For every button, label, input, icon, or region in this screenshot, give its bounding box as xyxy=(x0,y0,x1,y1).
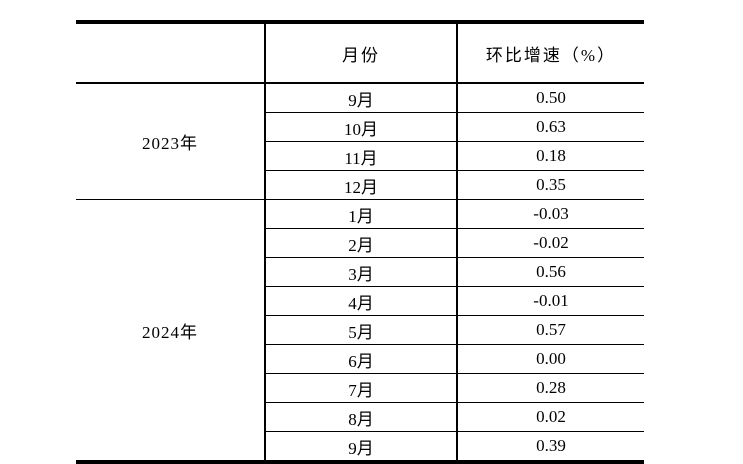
header-year-cell xyxy=(76,22,265,84)
month-cell: 10月 xyxy=(264,112,457,142)
value-cell: 0.57 xyxy=(456,315,644,345)
table-row: 2024年 1月 -0.03 xyxy=(76,199,644,463)
month-cell: 2月 xyxy=(264,228,457,258)
value-cell: 0.50 xyxy=(456,83,644,113)
month-cell: 3月 xyxy=(264,257,457,287)
value-cell: 0.63 xyxy=(456,112,644,142)
value-cell: -0.03 xyxy=(456,199,644,229)
month-cell: 8月 xyxy=(264,402,457,432)
value-cell: 0.18 xyxy=(456,141,644,171)
month-cell: 9月 xyxy=(264,83,457,113)
monthly-growth-table: 月份 环比增速（%） 2023年 9月 0.50 10月 0.63 11月 0.… xyxy=(76,20,644,464)
month-cell: 9月 xyxy=(264,431,457,463)
month-cell: 6月 xyxy=(264,344,457,374)
table-header: 月份 环比增速（%） xyxy=(76,22,644,84)
month-cell: 5月 xyxy=(264,315,457,345)
table-row: 2月 -0.02 xyxy=(76,228,644,258)
header-month-cell: 月份 xyxy=(264,22,457,84)
month-cell: 12月 xyxy=(264,170,457,200)
header-growth-cell: 环比增速（%） xyxy=(456,22,644,84)
table-row: 9月 0.39 xyxy=(76,431,644,463)
value-cell: 0.39 xyxy=(456,431,644,463)
table-row: 8月 0.02 xyxy=(76,402,644,432)
month-cell: 11月 xyxy=(264,141,457,171)
header-row: 月份 环比增速（%） xyxy=(76,22,644,84)
value-cell: 0.35 xyxy=(456,170,644,200)
value-cell: -0.01 xyxy=(456,286,644,316)
month-cell: 4月 xyxy=(264,286,457,316)
table-row: 6月 0.00 xyxy=(76,344,644,374)
month-cell: 1月 xyxy=(264,199,457,229)
value-cell: 0.00 xyxy=(456,344,644,374)
value-cell: -0.02 xyxy=(456,228,644,258)
table-row: 12月 0.35 xyxy=(76,170,644,200)
table-row: 4月 -0.01 xyxy=(76,286,644,316)
value-cell: 0.28 xyxy=(456,373,644,403)
table-row: 7月 0.28 xyxy=(76,373,644,403)
table-body: 2023年 9月 0.50 10月 0.63 11月 0.18 12月 0.35 xyxy=(76,83,644,463)
table-row: 10月 0.63 xyxy=(76,112,644,142)
table-row: 2023年 9月 0.50 xyxy=(76,83,644,200)
year-label-2024: 2024年 xyxy=(76,199,265,463)
month-cell: 7月 xyxy=(264,373,457,403)
year-label-2023: 2023年 xyxy=(76,83,265,200)
value-cell: 0.02 xyxy=(456,402,644,432)
value-cell: 0.56 xyxy=(456,257,644,287)
table-row: 5月 0.57 xyxy=(76,315,644,345)
growth-table-container: 月份 环比增速（%） 2023年 9月 0.50 10月 0.63 11月 0.… xyxy=(76,20,644,464)
table-row: 11月 0.18 xyxy=(76,141,644,171)
table-row: 3月 0.56 xyxy=(76,257,644,287)
